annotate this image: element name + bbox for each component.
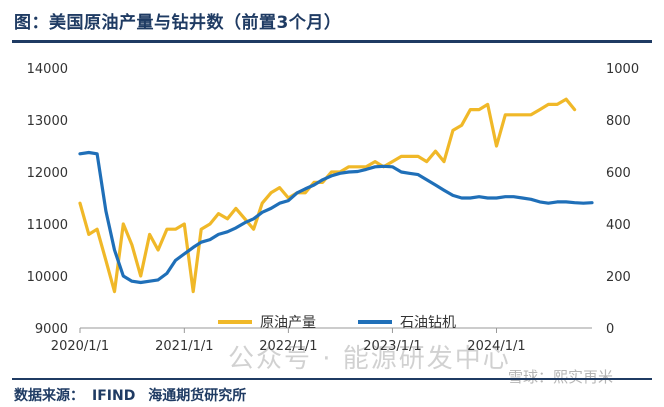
y-right-tick-label: 400 — [606, 218, 631, 233]
title-divider — [12, 40, 652, 43]
y-right-tick-label: 1000 — [606, 62, 639, 77]
y-right-tick-label: 200 — [606, 270, 631, 285]
y-left-tick-label: 13000 — [27, 114, 68, 129]
y-left-tick-label: 12000 — [27, 166, 68, 181]
source-label: 数据来源： — [14, 388, 84, 404]
y-right-tick-label: 800 — [606, 114, 631, 129]
legend-label-rigs: 石油钻机 — [400, 315, 456, 331]
x-tick-label: 2022/1/1 — [259, 339, 317, 354]
institution-name: 海通期货研究所 — [148, 388, 247, 404]
x-tick-label: 2024/1/1 — [467, 339, 525, 354]
dual-axis-line-chart: 9000 10000 11000 12000 13000 14000 0 200 400 600 8… — [27, 62, 639, 354]
chart-header: 图：美国原油产量与钻井数（前置3个月） — [0, 0, 664, 44]
x-tick-label: 2020/1/1 — [51, 339, 109, 354]
series-line-production — [78, 97, 577, 294]
y-left-tick-label: 14000 — [27, 62, 68, 77]
y-left-tick-label: 9000 — [35, 322, 68, 337]
x-tick-label: 2021/1/1 — [155, 339, 213, 354]
source-value: IFIND — [92, 388, 136, 404]
series-line-rigs — [78, 150, 594, 285]
y-left-tick-label: 10000 — [27, 270, 68, 285]
footer-divider — [12, 378, 652, 380]
y-right-tick-label: 0 — [606, 322, 614, 337]
x-tick-label: 2023/1/1 — [363, 339, 421, 354]
y-right-tick-label: 600 — [606, 166, 631, 181]
chart-area: 9000 10000 11000 12000 13000 14000 0 200 400 600 8… — [0, 44, 664, 374]
y-left-tick-label: 11000 — [27, 218, 68, 233]
chart-title: 图：美国原油产量与钻井数（前置3个月） — [14, 13, 342, 33]
source-line: 数据来源： IFIND 海通期货研究所 — [14, 385, 254, 405]
legend-label-production: 原油产量 — [260, 315, 316, 331]
